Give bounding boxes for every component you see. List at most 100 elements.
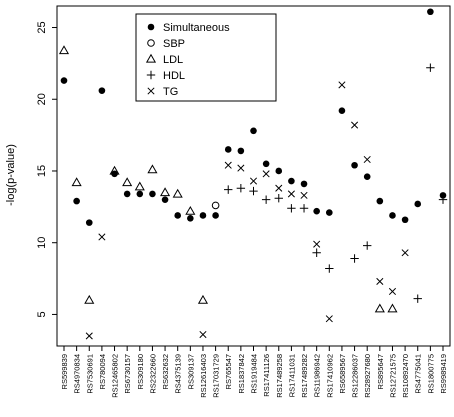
point-tg — [325, 315, 333, 323]
point-ldl — [134, 181, 145, 191]
y-tick-label: 5 — [36, 311, 48, 317]
x-tick-label: RS12616403 — [199, 354, 208, 398]
point-simultaneous — [174, 212, 181, 219]
point-simultaneous — [414, 200, 422, 208]
point-hdl — [249, 186, 258, 196]
point-tg — [300, 191, 308, 199]
point-tg — [338, 81, 346, 89]
x-tick-label: RS2322660 — [148, 354, 157, 394]
x-tick-label: RS17489258 — [275, 354, 284, 398]
point-simultaneous — [389, 212, 396, 219]
point-simultaneous — [262, 160, 270, 168]
x-tick-label: RS4970834 — [73, 354, 82, 394]
point-tg — [388, 287, 397, 296]
point-ldl — [185, 205, 196, 215]
y-ticks: 5 10 15 20 25 — [36, 21, 57, 318]
x-tick-label: RS632632 — [161, 354, 170, 389]
x-tick-label: RS1800775 — [426, 354, 435, 394]
point-tg — [85, 332, 93, 340]
x-tick-label: RS6589567 — [338, 354, 347, 394]
legend-marker-ldl — [145, 53, 157, 63]
point-hdl — [363, 241, 372, 250]
x-tick-label: RS4375139 — [174, 354, 183, 394]
x-tick-label: RS10892470 — [401, 354, 410, 398]
point-simultaneous — [85, 219, 93, 226]
point-ldl — [109, 165, 120, 175]
legend-label-sbp: SBP — [163, 38, 185, 50]
x-tick-label: RS12465802 — [111, 354, 120, 398]
point-tg — [376, 277, 384, 285]
x-tick-label: RS309137 — [186, 354, 195, 389]
point-simultaneous — [60, 77, 68, 84]
point-hdl — [438, 195, 448, 204]
point-simultaneous — [427, 8, 434, 16]
point-hdl — [413, 294, 422, 303]
point-tg — [237, 164, 245, 172]
point-simultaneous — [326, 209, 333, 216]
point-ldl — [387, 303, 398, 313]
point-simultaneous — [376, 197, 384, 205]
point-tg — [363, 155, 371, 164]
point-tg — [275, 184, 283, 192]
point-tg — [351, 121, 359, 129]
legend-box — [135, 13, 277, 102]
point-simultaneous — [98, 87, 106, 94]
data-points — [58, 8, 448, 340]
point-ldl — [58, 45, 70, 55]
point-simultaneous — [212, 212, 219, 219]
legend-marker-hdl — [146, 70, 156, 80]
point-hdl — [287, 204, 296, 213]
x-tick-label: RS17489282 — [300, 354, 309, 398]
point-hdl — [350, 254, 359, 263]
point-tg — [313, 240, 321, 248]
y-tick-label: 20 — [36, 93, 48, 105]
point-ldl — [84, 294, 95, 304]
point-simultaneous — [161, 196, 169, 203]
x-tick-label: RS6730157 — [123, 354, 132, 394]
point-hdl — [274, 194, 283, 203]
point-simultaneous — [237, 147, 245, 155]
point-simultaneous — [313, 207, 320, 215]
x-tick-label: RS309180 — [136, 354, 145, 389]
point-simultaneous — [224, 146, 232, 153]
x-tick-label: RS17411126 — [262, 354, 271, 397]
y-tick-label: 10 — [36, 237, 48, 249]
point-hdl — [236, 183, 246, 193]
point-simultaneous — [136, 190, 144, 198]
point-simultaneous — [300, 180, 308, 188]
x-tick-label: RS17411031 — [287, 354, 296, 397]
point-simultaneous — [123, 190, 131, 198]
x-tick-label: RS780094 — [98, 354, 107, 389]
y-axis-label: -log(p-value) — [5, 144, 17, 206]
point-tg — [249, 177, 258, 185]
point-simultaneous — [439, 192, 447, 199]
point-hdl — [325, 264, 334, 273]
x-tick-label: RS7530691 — [85, 354, 94, 394]
point-hdl — [426, 63, 435, 72]
x-tick-label: RS28927680 — [363, 354, 372, 398]
point-tg — [98, 233, 106, 241]
x-tick-label: RS9989419 — [439, 354, 448, 394]
point-ldl — [197, 294, 209, 304]
legend: Simultaneous SBP LDL HDL TG — [135, 13, 277, 102]
x-tick-label: RS12286037 — [351, 354, 360, 398]
x-tick-label: RS599839 — [60, 354, 69, 389]
y-tick-label: 15 — [36, 165, 48, 177]
point-tg — [262, 170, 270, 178]
x-tick-label: RS1837842 — [237, 354, 246, 394]
point-simultaneous — [351, 161, 358, 169]
x-tick-label: RS4775041 — [414, 354, 423, 394]
x-tick-label: RS1919484 — [250, 354, 259, 394]
point-tg — [401, 249, 409, 257]
point-simultaneous — [187, 215, 194, 222]
point-hdl — [261, 195, 271, 204]
legend-label-tg: TG — [163, 86, 178, 98]
x-tick-label: RS17410962 — [325, 354, 334, 398]
point-simultaneous — [338, 107, 346, 115]
point-simultaneous — [401, 216, 409, 224]
legend-label-ldl: LDL — [163, 54, 183, 66]
x-tick-label: RS765547 — [224, 354, 233, 389]
point-simultaneous — [275, 167, 283, 175]
point-ldl — [147, 164, 158, 174]
point-simultaneous — [250, 127, 257, 135]
